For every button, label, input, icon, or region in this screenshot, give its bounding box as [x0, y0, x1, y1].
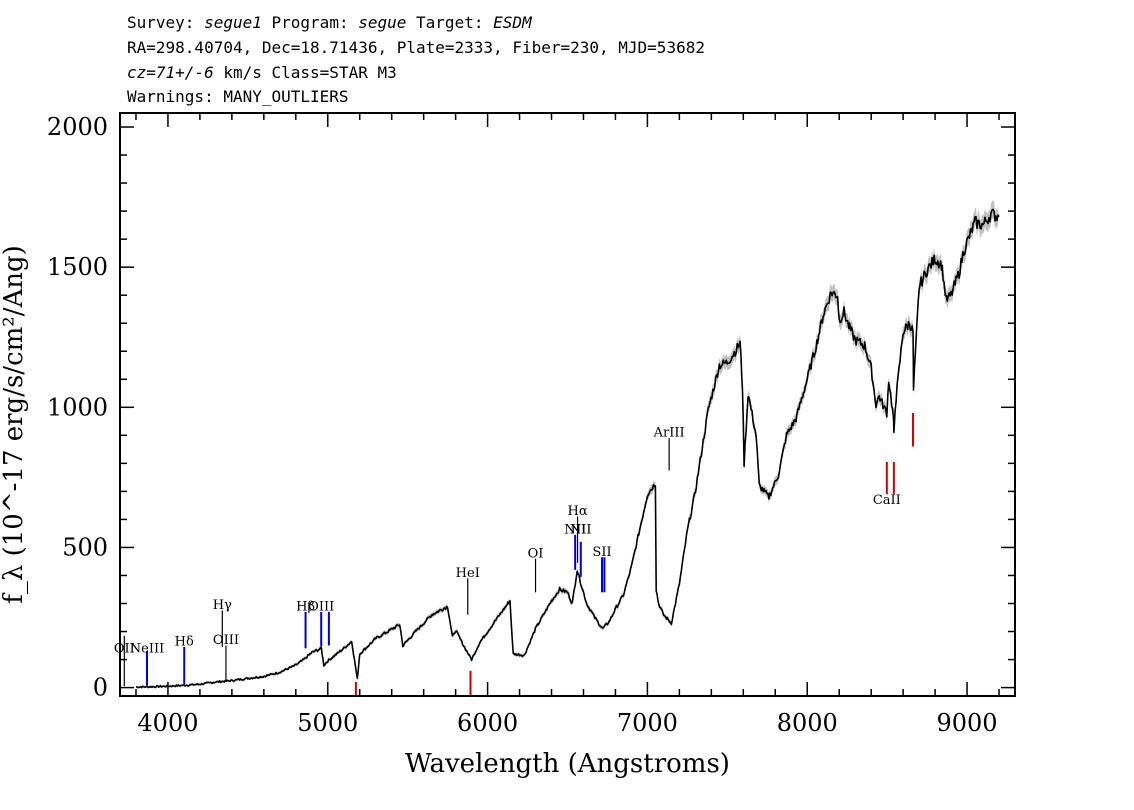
x-tick-label: 8000 [777, 709, 838, 737]
y-tick-label: 1500 [47, 253, 108, 281]
x-tick-label: 4000 [137, 709, 198, 737]
line-marker-label: NII [564, 522, 586, 537]
x-tick-label: 5000 [297, 709, 358, 737]
line-marker-label: OIII [213, 633, 239, 648]
line-marker-label: Hα [568, 504, 588, 519]
line-marker-label: OI [528, 546, 544, 561]
y-tick-label: 0 [93, 674, 108, 702]
line-marker-label: HeI [456, 566, 480, 581]
spectrum-series [135, 200, 1000, 689]
tick-marks [120, 113, 1015, 696]
line-marker-label: SII [592, 545, 611, 560]
header-line-warnings: Warnings: MANY_OUTLIERS [127, 87, 349, 106]
line-marker-label: Hγ [213, 598, 232, 613]
line-marker-label: Hδ [175, 635, 194, 650]
header-line-coords: RA=298.40704, Dec=18.71436, Plate=2333, … [127, 38, 705, 57]
y-tick-label: 1000 [47, 393, 108, 421]
line-marker-label: Hβ [296, 600, 315, 615]
line-marker-label: NII [570, 522, 592, 537]
line-marker-label: CaII [873, 493, 901, 508]
axis-labels: 4000 5000 6000 7000 8000 9000 0 500 1000 1500 2000 [47, 113, 998, 737]
y-axis-title: f_λ (10^-17 erg/s/cm²/Ang) [0, 245, 29, 604]
header-line-redshift: cz=71+/-6 km/s Class=STAR M3 [127, 63, 397, 82]
spectrum-line [135, 208, 1000, 689]
line-marker-label: OIII [308, 600, 334, 615]
y-tick-label: 2000 [47, 113, 108, 141]
plot-frame [119, 112, 1016, 697]
y-tick-label: 500 [62, 533, 108, 561]
header-line-survey: Survey: segue1 Program: segue Target: ES… [127, 13, 533, 32]
x-tick-label: 9000 [937, 709, 998, 737]
x-tick-label: 6000 [457, 709, 518, 737]
x-axis-title: Wavelength (Angstroms) [405, 749, 730, 779]
line-marker-label: NeIII [130, 642, 164, 657]
x-tick-label: 7000 [617, 709, 678, 737]
line-marker-label: ArIII [653, 426, 685, 441]
error-band [136, 200, 998, 689]
